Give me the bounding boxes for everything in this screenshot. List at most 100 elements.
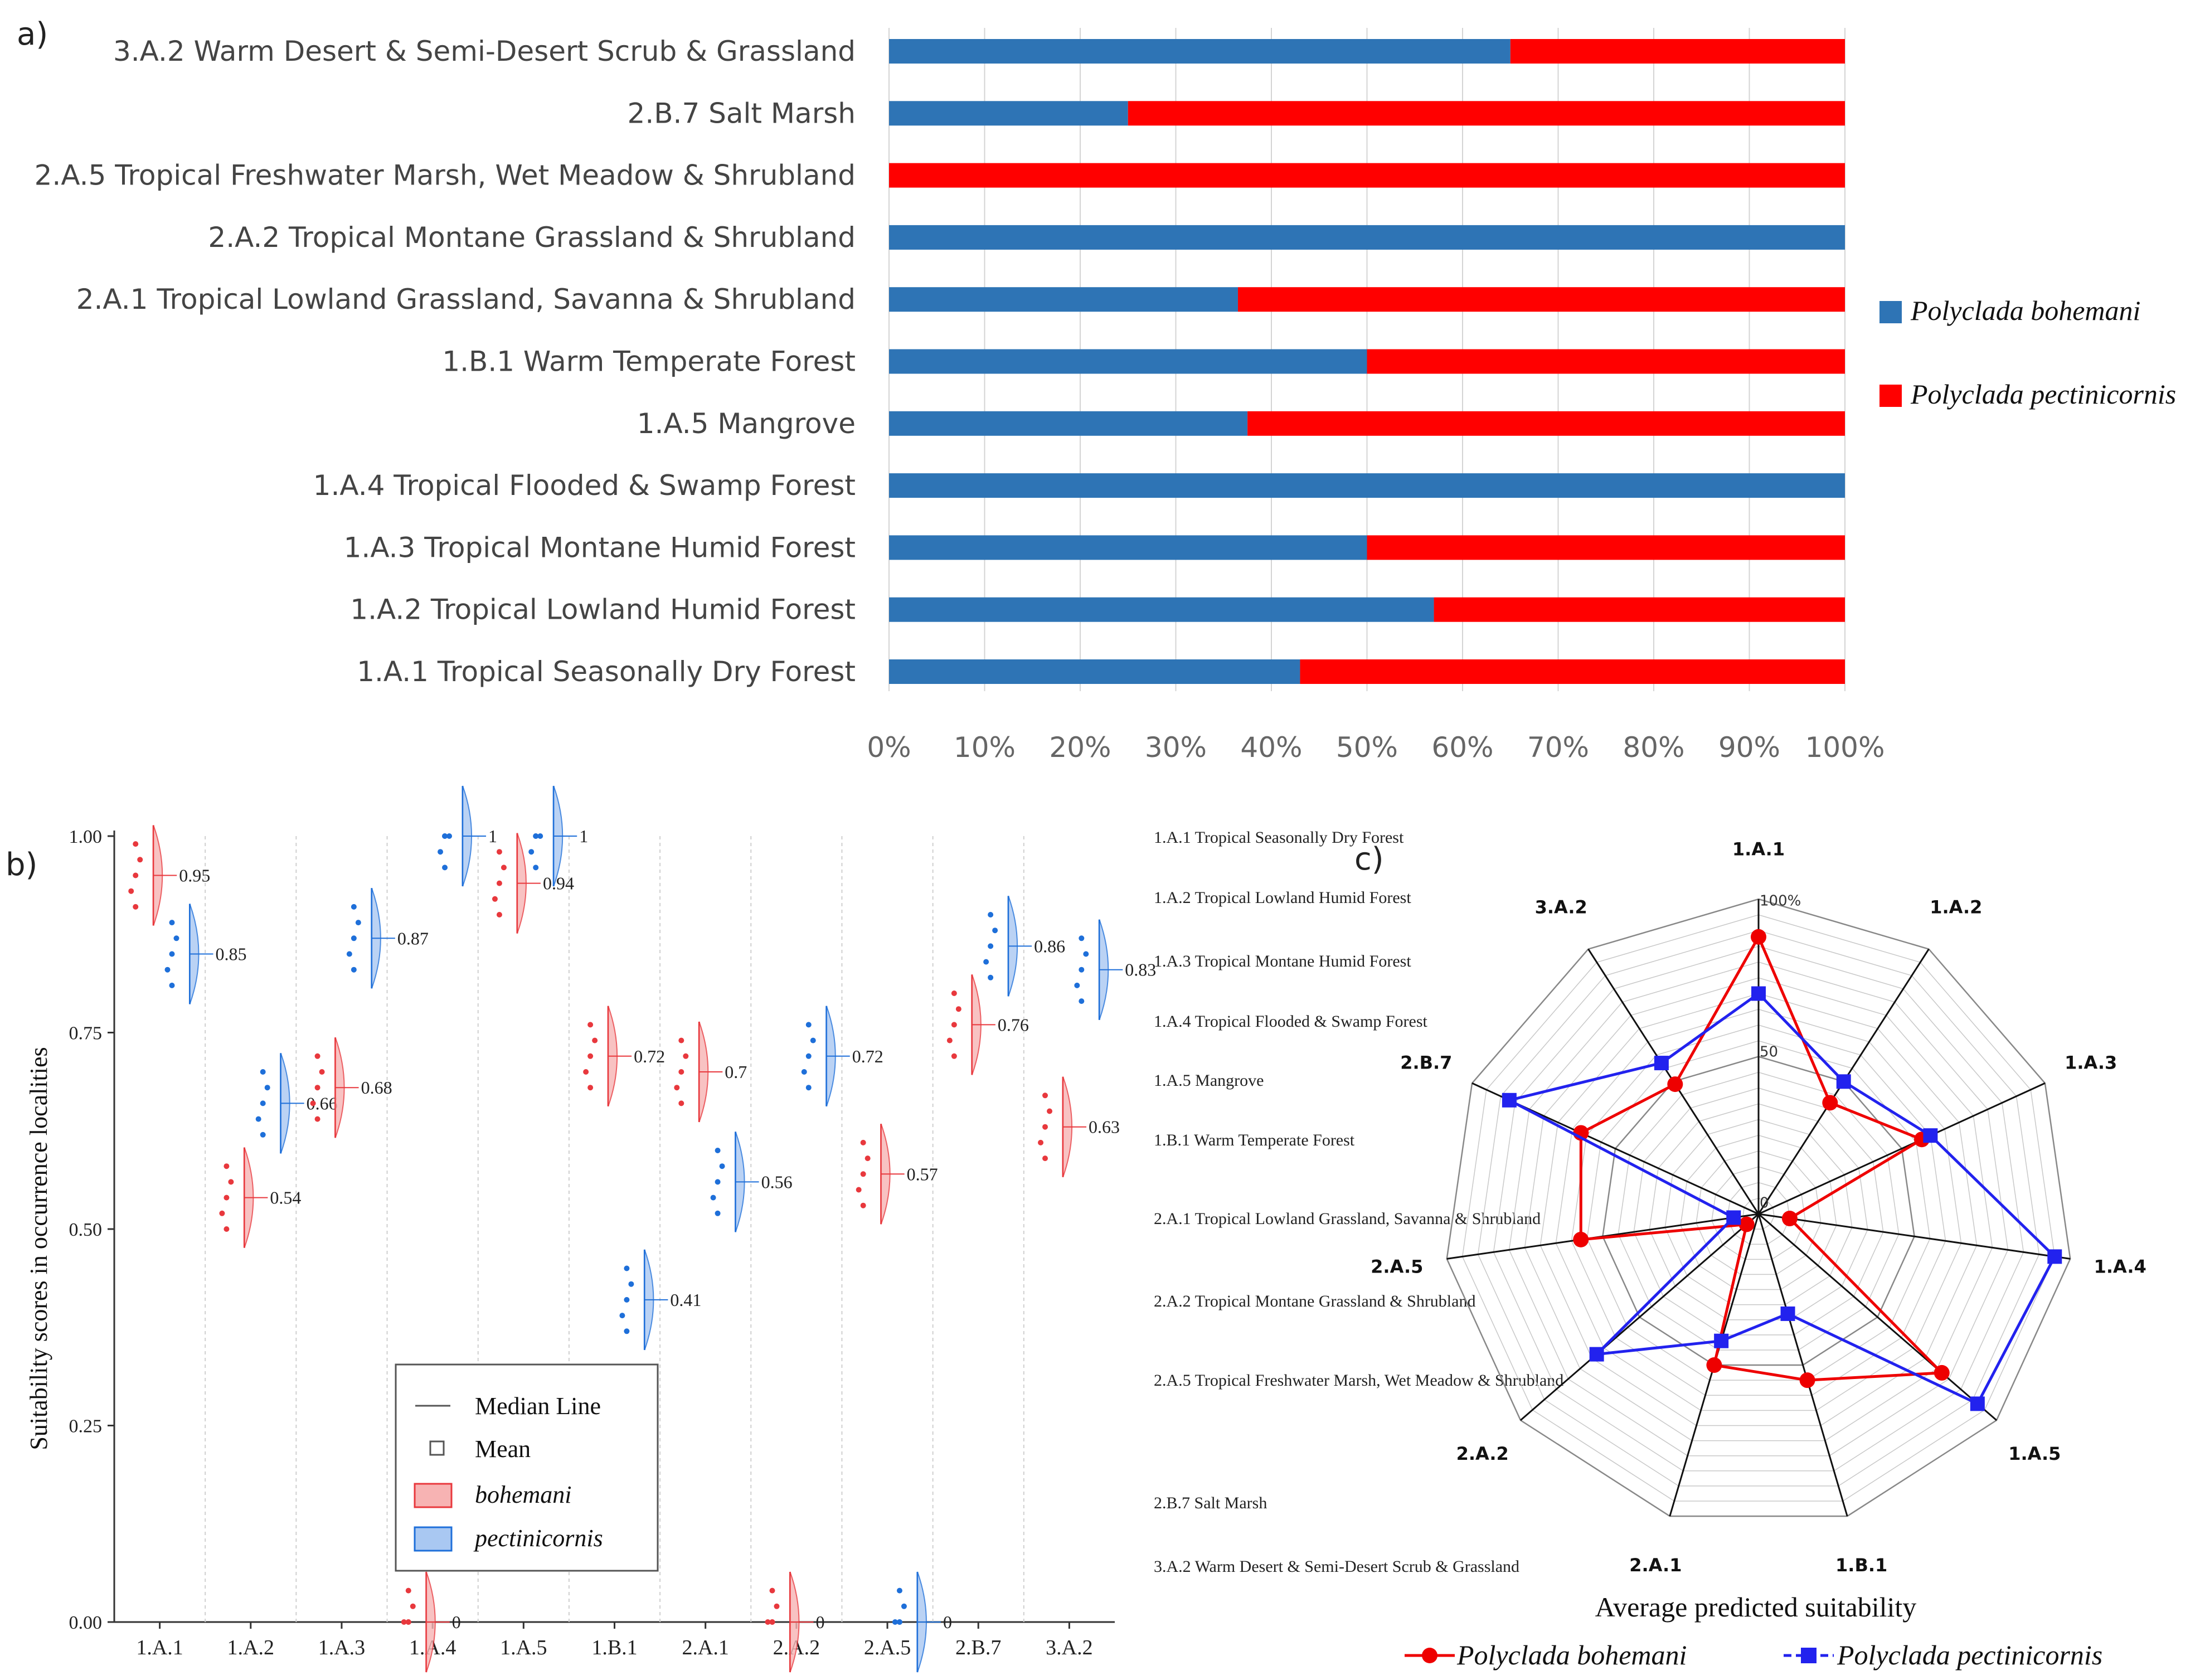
point-bohemani xyxy=(587,1053,594,1059)
y-tick-label: 0.50 xyxy=(69,1220,103,1240)
x-tick-label: 2.A.1 xyxy=(682,1636,728,1659)
radar-ring xyxy=(1602,1056,1915,1366)
x-tick-label: 2.B.7 xyxy=(955,1636,1001,1659)
point-bohemani xyxy=(501,865,507,871)
point-bohemani xyxy=(219,1210,225,1216)
point-bohemani xyxy=(860,1139,866,1145)
legend-label-pectinicornis: Polyclada pectinicornis xyxy=(1910,378,2176,410)
radar-point-pectinicornis xyxy=(1970,1396,1985,1411)
radar-axis-label: 1.A.4 xyxy=(2094,1256,2146,1277)
point-bohemani xyxy=(224,1195,230,1201)
panel-c-label: c) xyxy=(1354,841,1384,877)
category-note: 1.A.1 Tropical Seasonally Dry Forest xyxy=(1154,828,1404,847)
radar-ring xyxy=(1477,930,2040,1487)
point-pectinicornis xyxy=(260,1100,266,1106)
point-bohemani xyxy=(401,1619,407,1625)
radar-point-pectinicornis xyxy=(2047,1249,2062,1264)
panel-a-bars xyxy=(889,39,1845,684)
y-tick-label: 0.25 xyxy=(69,1416,103,1437)
median-label-pectinicornis: 0 xyxy=(943,1612,952,1632)
radar-point-pectinicornis xyxy=(1780,1306,1795,1321)
bar-pectinicornis xyxy=(1247,411,1845,436)
point-pectinicornis xyxy=(537,833,543,839)
point-pectinicornis xyxy=(351,935,357,941)
point-bohemani xyxy=(314,1085,320,1091)
category-note: 3.A.2 Warm Desert & Semi-Desert Scrub & … xyxy=(1154,1557,1519,1576)
radar-spoke xyxy=(1758,1213,1997,1421)
point-bohemani xyxy=(678,1037,684,1043)
point-pectinicornis xyxy=(719,1163,725,1169)
median-label-bohemani: 0 xyxy=(452,1612,461,1632)
legend-bohemani-label: bohemani xyxy=(475,1481,572,1508)
bar-bohemani xyxy=(889,349,1367,374)
category-label: 1.A.1 Tropical Seasonally Dry Forest xyxy=(357,656,856,688)
median-label-pectinicornis: 0.87 xyxy=(397,928,429,948)
point-bohemani xyxy=(137,857,143,863)
category-note: 2.A.1 Tropical Lowland Grassland, Savann… xyxy=(1154,1210,1541,1228)
point-pectinicornis xyxy=(260,1132,266,1138)
radar-ring xyxy=(1446,898,2071,1517)
x-tick-label: 1.A.5 xyxy=(500,1636,547,1659)
point-pectinicornis xyxy=(805,1085,812,1091)
legend-swatch-bohemani xyxy=(1879,301,1902,323)
panel-a-x-tick-labels: 0% 10% 20% 30% 40% 50% 60% 70% 80% 90% 100% xyxy=(867,731,1885,764)
point-bohemani xyxy=(133,904,139,910)
panel-b-label: b) xyxy=(6,847,37,883)
category-label: 2.B.7 Salt Marsh xyxy=(628,97,856,129)
radar-axis-label: 2.A.1 xyxy=(1629,1555,1682,1576)
point-pectinicornis xyxy=(533,833,539,839)
bar-pectinicornis xyxy=(1367,349,1845,374)
point-bohemani xyxy=(769,1619,775,1625)
point-pectinicornis xyxy=(169,982,175,988)
y-tick-label: 1.00 xyxy=(69,827,103,847)
point-pectinicornis xyxy=(983,959,989,965)
x-tick-label: 2.A.5 xyxy=(864,1636,911,1659)
radar-point-pectinicornis xyxy=(1726,1210,1741,1225)
bar-bohemani xyxy=(889,411,1248,436)
panel-a-category-labels: 1.A.1 Tropical Seasonally Dry Forest 1.A.… xyxy=(35,35,856,688)
point-bohemani xyxy=(774,1603,780,1609)
radar-point-pectinicornis xyxy=(1923,1128,1938,1143)
bar-pectinicornis xyxy=(1434,597,1845,622)
point-bohemani xyxy=(1042,1155,1048,1162)
point-pectinicornis xyxy=(988,943,994,949)
radar-title: Average predicted suitability xyxy=(1595,1591,1917,1623)
point-pectinicornis xyxy=(169,951,175,957)
point-pectinicornis xyxy=(710,1195,716,1201)
point-bohemani xyxy=(674,1085,680,1091)
point-bohemani xyxy=(314,1053,320,1059)
radar-ring xyxy=(1618,1071,1900,1351)
panel-b-y-axis-title: Suitability scores in occurrence localit… xyxy=(25,1047,52,1450)
category-note: 2.B.7 Salt Marsh xyxy=(1154,1494,1267,1512)
bar-pectinicornis xyxy=(1510,39,1845,64)
category-label: 3.A.2 Warm Desert & Semi-Desert Scrub & … xyxy=(113,35,856,67)
point-bohemani xyxy=(492,896,498,902)
median-label-pectinicornis: 0.56 xyxy=(761,1172,793,1192)
legend-pectinicornis-label: pectinicornis xyxy=(473,1524,603,1552)
radar-ring xyxy=(1539,993,1978,1426)
median-label-bohemani: 0.76 xyxy=(998,1014,1029,1035)
radar-axis-label: 1.A.5 xyxy=(2008,1443,2061,1464)
radar-legend: Polyclada bohemani Polyclada pectinicorn… xyxy=(1405,1639,2102,1671)
median-label-bohemani: 0 xyxy=(815,1612,824,1632)
bar-pectinicornis xyxy=(889,163,1845,188)
radar-axis-label: 2.A.5 xyxy=(1371,1256,1423,1277)
radar-axis-label: 1.A.1 xyxy=(1732,839,1785,860)
radar-axis-labels: 1.A.1 1.A.2 1.A.3 1.A.4 1.A.5 1.B.1 2.A.1 2.A.2… xyxy=(1371,839,2146,1576)
point-bohemani xyxy=(583,1069,589,1075)
point-pectinicornis xyxy=(264,1085,270,1091)
radar-ring xyxy=(1586,1040,1931,1381)
point-pectinicornis xyxy=(988,974,994,980)
category-note: 1.A.3 Tropical Montane Humid Forest xyxy=(1154,952,1411,970)
legend-mean-sample xyxy=(429,1440,445,1456)
point-pectinicornis xyxy=(624,1328,630,1334)
median-label-bohemani: 0.68 xyxy=(361,1077,392,1098)
point-pectinicornis xyxy=(438,849,444,855)
category-note: 1.B.1 Warm Temperate Forest xyxy=(1154,1131,1355,1149)
y-tick-label: 0.75 xyxy=(69,1023,103,1044)
point-pectinicornis xyxy=(442,865,448,871)
bar-bohemani xyxy=(889,473,1845,498)
radar-point-pectinicornis xyxy=(1589,1347,1604,1362)
point-bohemani xyxy=(133,872,139,878)
